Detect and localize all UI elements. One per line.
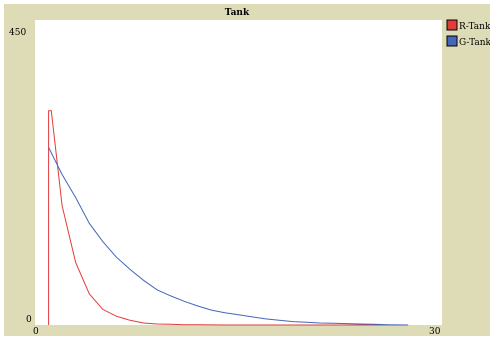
x-tick-max: 30	[429, 327, 441, 337]
chart-title: Tank	[225, 8, 250, 18]
plot-area	[35, 20, 442, 325]
series-line-r-tank	[48, 110, 409, 326]
y-tick-max: 450	[9, 28, 26, 38]
x-tick-min: 0	[33, 327, 39, 337]
legend[interactable]: R-Tank G-Tank	[446, 19, 490, 48]
series-line-g-tank	[48, 147, 409, 326]
legend-label-r-tank: R-Tank	[459, 22, 490, 32]
y-tick-min: 0	[26, 315, 32, 325]
legend-swatch-g-tank	[446, 35, 458, 47]
series-layer	[48, 110, 409, 326]
legend-label-g-tank: G-Tank	[459, 38, 490, 48]
legend-swatch-r-tank	[446, 19, 458, 31]
